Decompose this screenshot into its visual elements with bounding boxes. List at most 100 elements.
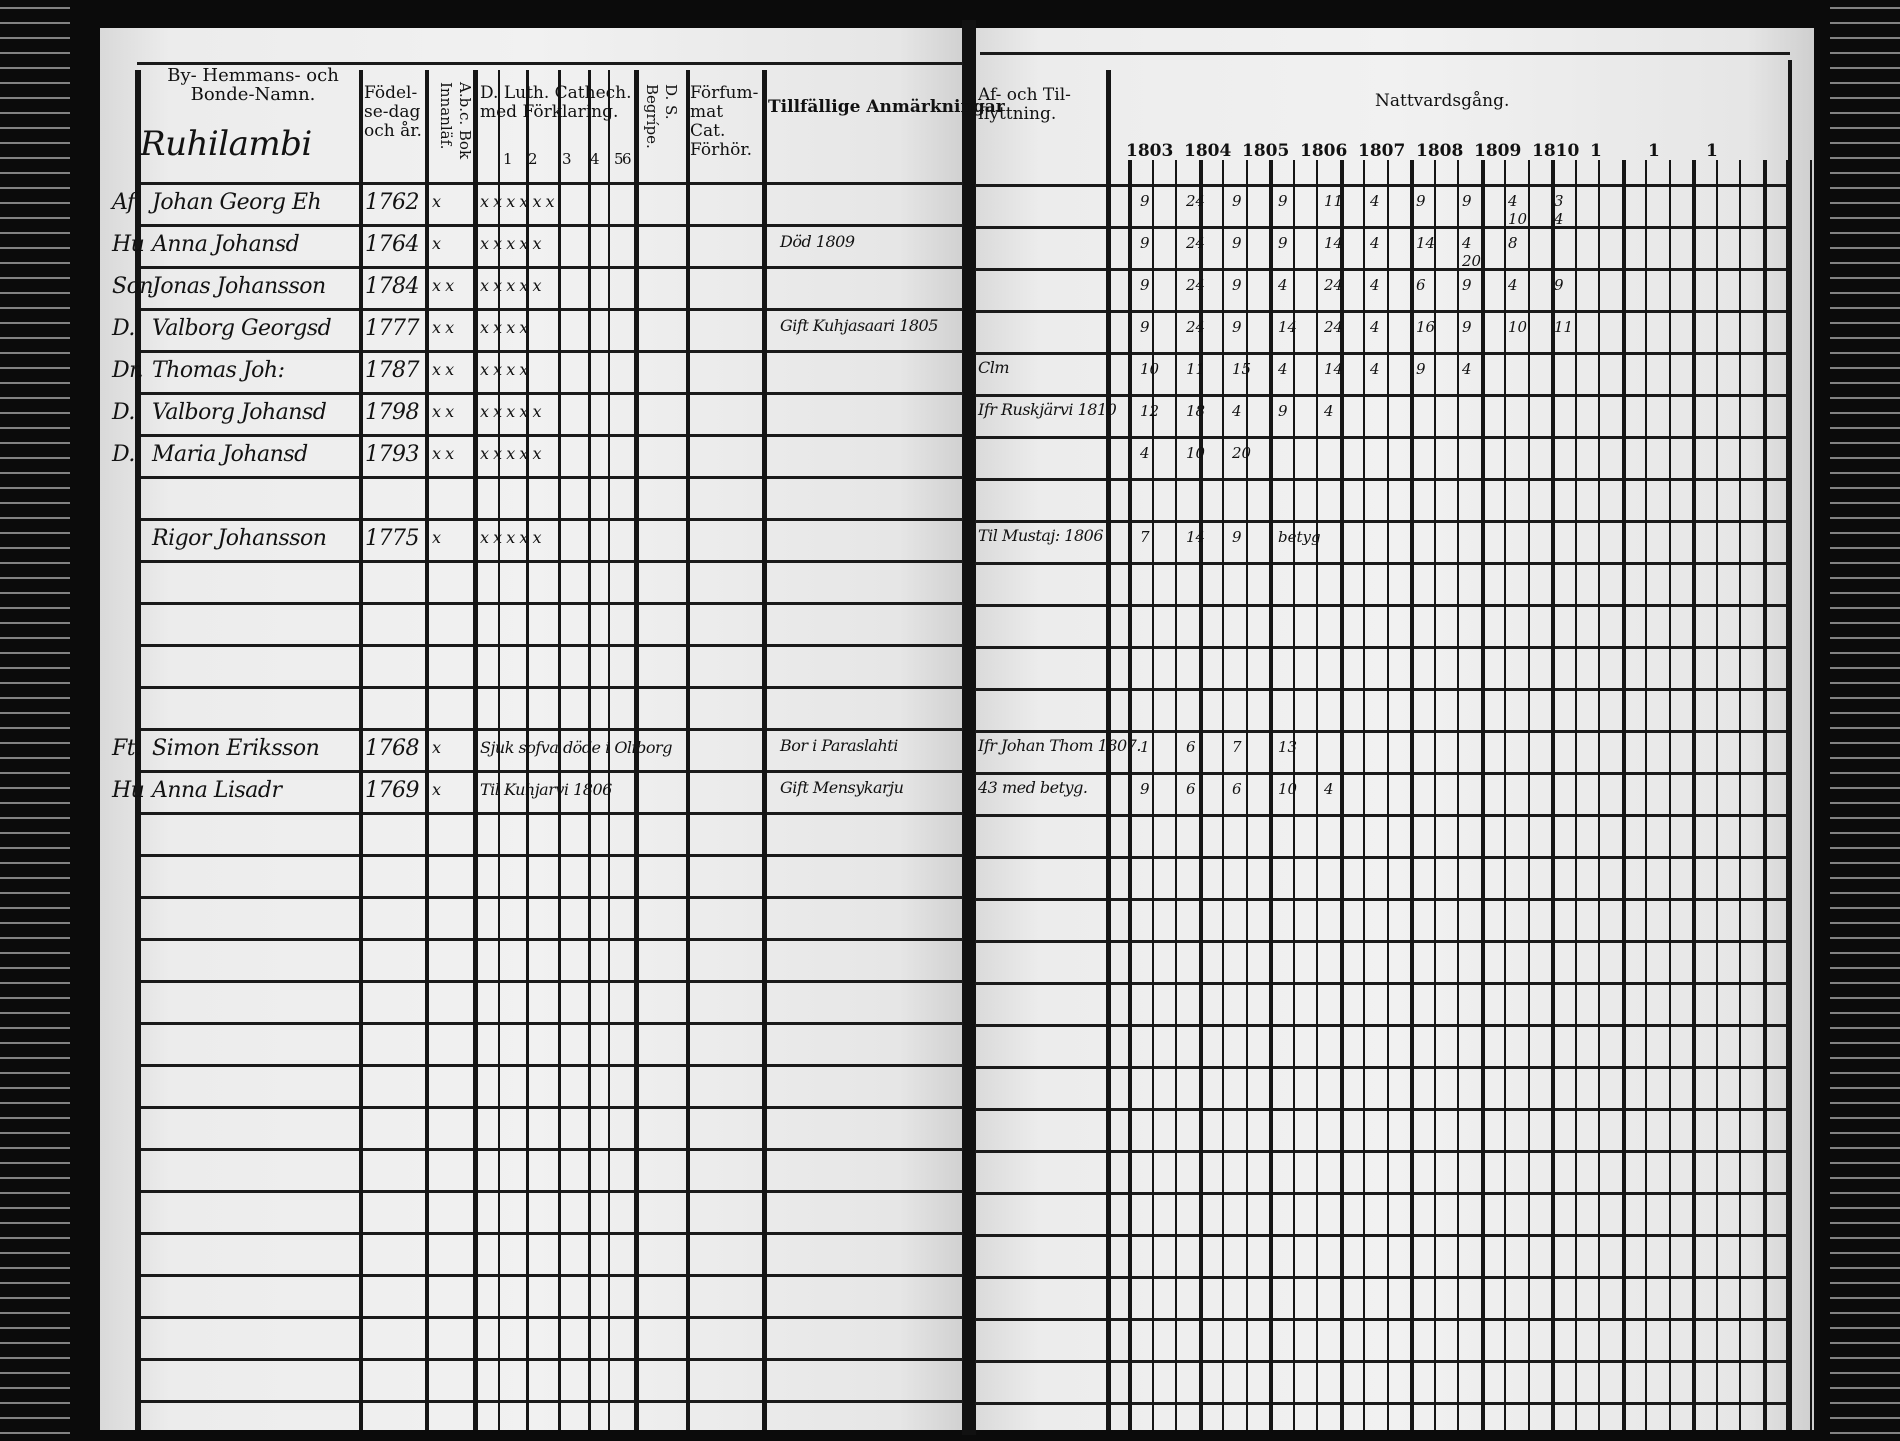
communion-mark: 14: [1416, 234, 1436, 252]
row-rule: [975, 1024, 1790, 1027]
communion-year: 1: [1706, 141, 1718, 161]
catechism-marks: x x x x x: [480, 276, 541, 295]
row-rule: [975, 982, 1790, 985]
communion-mark: 11: [1554, 318, 1574, 336]
row-rule: [137, 308, 963, 311]
communion-column-rule: [1809, 160, 1812, 1430]
abc-column-header: A.b.c. Bok Innanläf.: [437, 82, 474, 160]
column-rule: [1106, 70, 1111, 1430]
communion-column-rule: [1692, 160, 1696, 1430]
communion-mark: 9: [1140, 192, 1150, 210]
communion-mark: 10: [1508, 318, 1528, 336]
person-name: Jonas Johansson: [152, 274, 326, 299]
communion-mark: 15: [1232, 360, 1252, 378]
birth-year: 1769: [365, 778, 420, 803]
person-prefix: Af: [112, 190, 135, 215]
communion-mark: 11: [1186, 360, 1206, 378]
communion-mark: 4: [1370, 192, 1380, 210]
catechism-marks: x x x x: [480, 360, 528, 379]
right-page: [972, 28, 1814, 1430]
birth-year: 1793: [365, 442, 420, 467]
ds-column-header: D. S. Begrípe.: [643, 84, 680, 149]
communion-mark: 9: [1416, 192, 1426, 210]
communion-mark: betyg: [1278, 528, 1321, 546]
communion-column-rule: [1786, 160, 1788, 1430]
communion-mark: 4: [1370, 234, 1380, 252]
catechism-part-number: 5: [614, 150, 624, 168]
communion-mark: 6: [1186, 738, 1196, 756]
moves-column-header: Af- och Til-flyttning.: [978, 85, 1071, 124]
row-rule: [137, 434, 963, 437]
birth-column-header: Födel-se-dag och år.: [364, 83, 422, 141]
communion-mark: 14: [1324, 234, 1344, 252]
row-rule: [137, 560, 963, 563]
communion-mark: 4: [1140, 444, 1150, 462]
column-rule: [686, 70, 690, 1430]
left-scan-edge: [0, 0, 70, 1441]
communion-column-rule: [1457, 160, 1459, 1430]
communion-column-rule: [1222, 160, 1224, 1430]
communion-column-rule: [1316, 160, 1318, 1430]
communion-column-rule: [1245, 160, 1248, 1430]
row-rule: [137, 602, 963, 605]
communion-column-rule: [1668, 160, 1671, 1430]
person-name: Anna Johansd: [152, 232, 300, 257]
row-rule: [137, 854, 963, 857]
person-name: Maria Johansd: [152, 442, 308, 467]
communion-mark: 3 4: [1554, 192, 1564, 228]
abc-marks: x x: [432, 276, 454, 295]
row-rule: [137, 350, 963, 353]
row-rule: [975, 646, 1790, 649]
row-rule: [137, 980, 963, 983]
names-column-header: By- Hemmans- och Bonde-Namn.: [167, 65, 339, 105]
communion-year: 1804: [1184, 141, 1232, 161]
column-rule: [526, 70, 529, 1430]
catechism-marks: Til Kuhjarvi 1806: [480, 780, 612, 799]
book-gutter: [962, 20, 976, 1435]
row-rule: [975, 352, 1790, 355]
communion-column-rule: [1269, 160, 1273, 1430]
communion-mark: 9: [1232, 234, 1242, 252]
communion-column-rule: [1645, 160, 1647, 1430]
row-rule: [975, 772, 1790, 775]
communion-mark: 9: [1462, 192, 1472, 210]
communion-column-rule: [1739, 160, 1741, 1430]
row-rule: [137, 1400, 963, 1403]
communion-mark: 9: [1140, 234, 1150, 252]
row-rule: [137, 1064, 963, 1067]
abc-marks: x x: [432, 318, 454, 337]
row-rule: [975, 1066, 1790, 1069]
communion-mark: 1: [1140, 738, 1150, 756]
row-rule: [137, 1316, 963, 1319]
birth-year: 1762: [365, 190, 420, 215]
communion-column-rule: [1363, 160, 1365, 1430]
row-rule: [137, 938, 963, 941]
communion-year: 1807: [1358, 141, 1406, 161]
communion-year: 1: [1590, 141, 1602, 161]
catechism-marks: x x x x x: [480, 528, 541, 547]
communion-mark: 9: [1232, 192, 1242, 210]
catechism-marks: x x x x x x: [480, 192, 555, 211]
communion-mark: 4: [1324, 402, 1334, 420]
communion-mark: 24: [1186, 318, 1206, 336]
communion-mark: 7: [1140, 528, 1150, 546]
communion-mark: 24: [1186, 234, 1206, 252]
person-name: Johan Georg Eh: [152, 190, 322, 215]
person-prefix: Dr.: [112, 358, 144, 383]
row-rule: [137, 266, 963, 269]
row-rule: [975, 730, 1790, 733]
person-name: Simon Eriksson: [152, 736, 320, 761]
communion-mark: 4: [1278, 360, 1288, 378]
abc-marks: x: [432, 738, 441, 757]
row-rule: [137, 770, 963, 773]
move-text: 43 med betyg.: [978, 778, 1088, 797]
communion-mark: 4: [1370, 276, 1380, 294]
row-rule: [137, 896, 963, 899]
communion-mark: 9: [1462, 276, 1472, 294]
row-rule: [137, 224, 963, 227]
row-rule: [975, 520, 1790, 523]
communion-column-header: Nattvardsgång.: [1375, 91, 1510, 111]
column-rule: [762, 70, 767, 1430]
communion-column-rule: [1433, 160, 1436, 1430]
row-rule: [137, 1148, 963, 1151]
